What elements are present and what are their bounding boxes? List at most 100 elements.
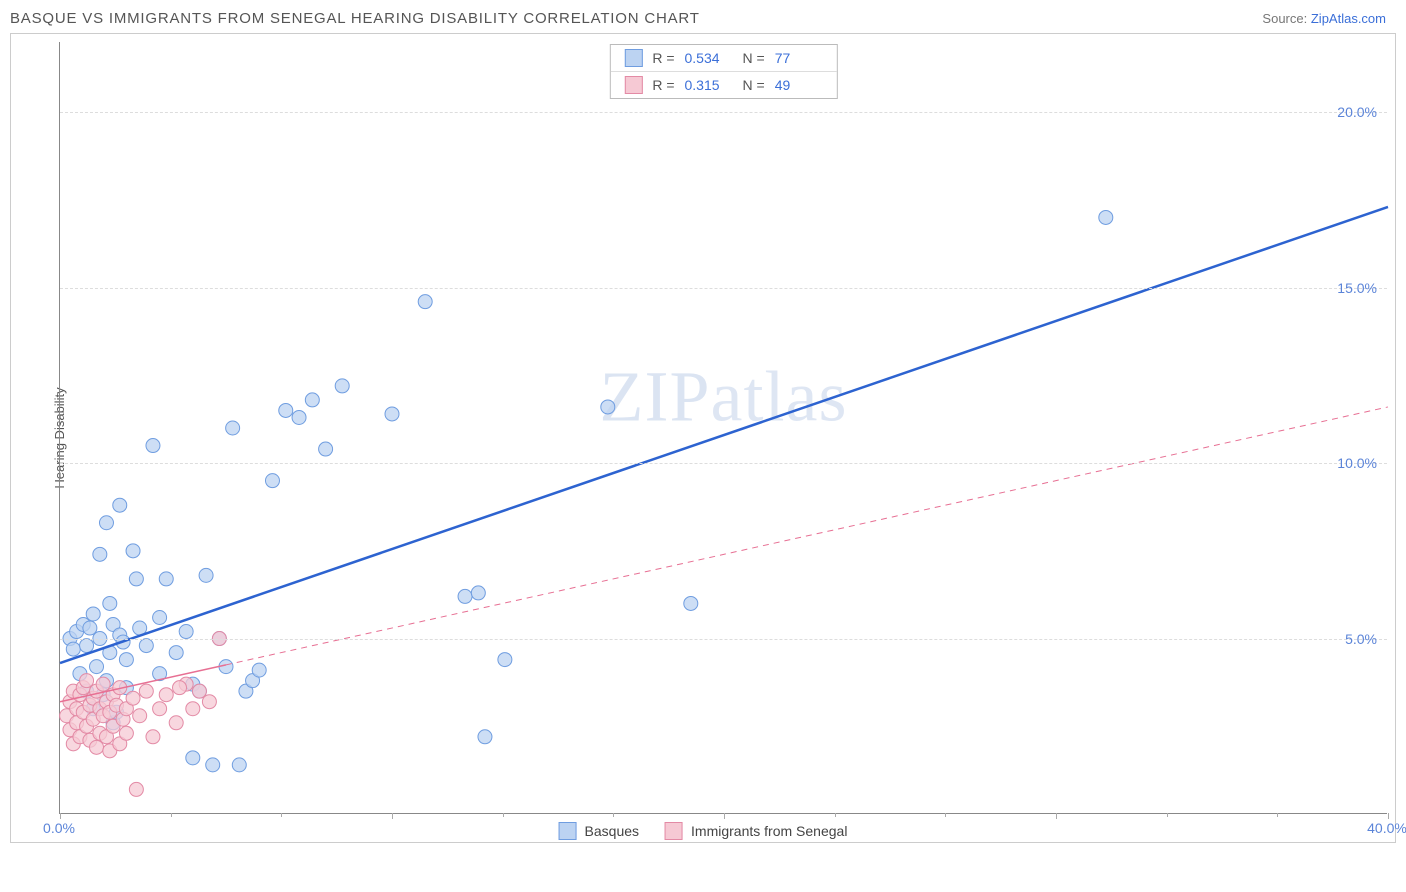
legend-swatch bbox=[624, 49, 642, 67]
legend-swatch bbox=[665, 822, 683, 840]
data-point bbox=[66, 642, 80, 656]
data-point bbox=[159, 688, 173, 702]
data-point bbox=[292, 410, 306, 424]
data-point bbox=[471, 586, 485, 600]
data-point bbox=[418, 295, 432, 309]
gridline-h bbox=[60, 288, 1387, 289]
r-label: R = bbox=[652, 77, 674, 93]
data-point bbox=[153, 702, 167, 716]
data-point bbox=[133, 709, 147, 723]
gridline-h bbox=[60, 112, 1387, 113]
data-point bbox=[96, 677, 110, 691]
data-point bbox=[385, 407, 399, 421]
gridline-h bbox=[60, 463, 1387, 464]
data-point bbox=[86, 607, 100, 621]
legend-stats-row: R = 0.534 N = 77 bbox=[610, 45, 836, 72]
legend-series: Basques Immigrants from Senegal bbox=[559, 822, 848, 840]
x-tick bbox=[724, 813, 725, 819]
x-tick bbox=[60, 813, 61, 819]
data-point bbox=[126, 691, 140, 705]
x-tick bbox=[392, 813, 393, 819]
r-label: R = bbox=[652, 50, 674, 66]
data-point bbox=[1099, 210, 1113, 224]
n-label: N = bbox=[743, 77, 765, 93]
plot-area: ZIPatlas R =0.534N =77R =0.315N =49 5.0%… bbox=[59, 42, 1387, 814]
chart-source: Source: ZipAtlas.com bbox=[1262, 11, 1386, 26]
data-point bbox=[186, 751, 200, 765]
data-point bbox=[169, 716, 183, 730]
data-point bbox=[169, 646, 183, 660]
data-point bbox=[119, 726, 133, 740]
r-value: 0.534 bbox=[685, 50, 733, 66]
x-minor-tick bbox=[503, 813, 504, 817]
data-point bbox=[80, 639, 94, 653]
legend-item: Basques bbox=[559, 822, 639, 840]
legend-stats-row: R = 0.315 N = 49 bbox=[610, 72, 836, 98]
source-label: Source: bbox=[1262, 11, 1307, 26]
gridline-h bbox=[60, 639, 1387, 640]
data-point bbox=[173, 681, 187, 695]
legend-swatch bbox=[624, 76, 642, 94]
data-point bbox=[129, 572, 143, 586]
trend-line-dashed bbox=[226, 407, 1388, 665]
data-point bbox=[83, 621, 97, 635]
data-point bbox=[319, 442, 333, 456]
data-point bbox=[179, 625, 193, 639]
legend-label: Immigrants from Senegal bbox=[691, 823, 847, 839]
legend-swatch bbox=[559, 822, 577, 840]
x-minor-tick bbox=[613, 813, 614, 817]
data-point bbox=[159, 572, 173, 586]
data-point bbox=[103, 596, 117, 610]
x-tick bbox=[1056, 813, 1057, 819]
data-point bbox=[252, 663, 266, 677]
r-value: 0.315 bbox=[685, 77, 733, 93]
data-point bbox=[498, 653, 512, 667]
data-point bbox=[99, 516, 113, 530]
legend-label: Basques bbox=[585, 823, 639, 839]
data-point bbox=[80, 674, 94, 688]
x-minor-tick bbox=[835, 813, 836, 817]
data-point bbox=[199, 568, 213, 582]
x-minor-tick bbox=[945, 813, 946, 817]
data-point bbox=[146, 439, 160, 453]
y-tick-label: 15.0% bbox=[1337, 280, 1377, 296]
data-point bbox=[226, 421, 240, 435]
n-value: 49 bbox=[775, 77, 823, 93]
data-point bbox=[478, 730, 492, 744]
data-point bbox=[119, 653, 133, 667]
data-point bbox=[139, 684, 153, 698]
data-point bbox=[192, 684, 206, 698]
y-tick-label: 5.0% bbox=[1345, 631, 1377, 647]
data-point bbox=[458, 589, 472, 603]
data-point bbox=[139, 639, 153, 653]
data-point bbox=[305, 393, 319, 407]
plot-svg bbox=[60, 42, 1387, 813]
data-point bbox=[206, 758, 220, 772]
data-point bbox=[113, 498, 127, 512]
data-point bbox=[90, 740, 104, 754]
data-point bbox=[684, 596, 698, 610]
y-tick-label: 10.0% bbox=[1337, 455, 1377, 471]
data-point bbox=[601, 400, 615, 414]
data-point bbox=[232, 758, 246, 772]
x-tick-label: 40.0% bbox=[1367, 820, 1406, 836]
data-point bbox=[90, 660, 104, 674]
data-point bbox=[129, 782, 143, 796]
source-link[interactable]: ZipAtlas.com bbox=[1311, 11, 1386, 26]
legend-stats: R = 0.534 N = 77 R = 0.315 N = 49 bbox=[609, 44, 837, 99]
data-point bbox=[335, 379, 349, 393]
x-minor-tick bbox=[171, 813, 172, 817]
n-value: 77 bbox=[775, 50, 823, 66]
data-point bbox=[146, 730, 160, 744]
legend-item: Immigrants from Senegal bbox=[665, 822, 847, 840]
n-label: N = bbox=[743, 50, 765, 66]
chart-container: Hearing Disability ZIPatlas R =0.534N =7… bbox=[10, 33, 1396, 843]
data-point bbox=[202, 695, 216, 709]
y-tick-label: 20.0% bbox=[1337, 104, 1377, 120]
data-point bbox=[186, 702, 200, 716]
chart-title: BASQUE VS IMMIGRANTS FROM SENEGAL HEARIN… bbox=[10, 10, 700, 27]
data-point bbox=[126, 544, 140, 558]
x-minor-tick bbox=[1277, 813, 1278, 817]
x-minor-tick bbox=[1167, 813, 1168, 817]
x-tick-label: 0.0% bbox=[43, 820, 75, 836]
